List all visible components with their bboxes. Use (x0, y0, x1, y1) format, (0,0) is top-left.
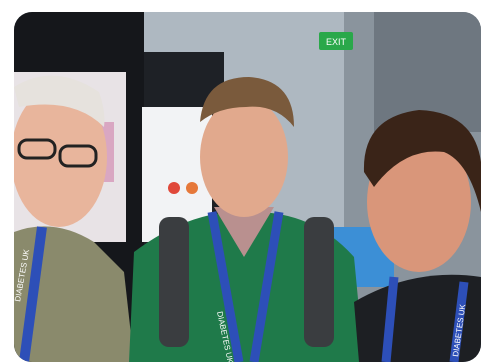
center-person-face (200, 97, 288, 217)
right-person-face (367, 132, 471, 272)
poster-pie-2 (186, 182, 198, 194)
left-person-glasses-l (17, 138, 57, 160)
exit-sign (319, 32, 353, 50)
right-lanyard-left (381, 276, 399, 362)
left-person-lanyard (19, 226, 47, 362)
center-person-collar (214, 207, 274, 257)
center-person-hair (200, 77, 294, 127)
exit-sign-text: EXIT (326, 37, 347, 47)
center-lanyard-right (249, 211, 284, 362)
center-person-backpack-strap-r (304, 217, 334, 347)
photo-canvas: EXIT DIABETES UK DIABETES UK (14, 12, 481, 362)
center-person-backpack-strap-l (159, 217, 189, 347)
poster-pie-1 (168, 182, 180, 194)
right-person-hair (363, 110, 481, 212)
right-lanyard-right (449, 281, 469, 362)
center-lanyard-left (207, 211, 244, 362)
selfie-photo[interactable]: EXIT DIABETES UK DIABETES UK (14, 12, 481, 362)
left-person-jacket (14, 226, 134, 362)
left-person-glasses-r (58, 144, 98, 168)
left-person-hair (14, 75, 105, 127)
